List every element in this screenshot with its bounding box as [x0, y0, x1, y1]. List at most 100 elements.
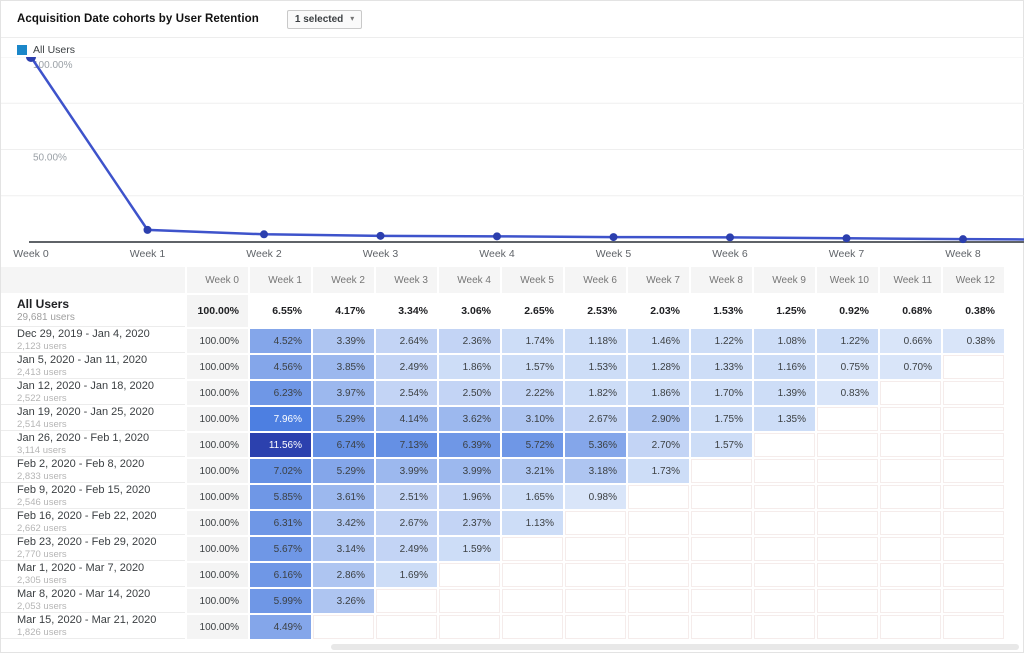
cohort-empty-cell: [691, 615, 752, 639]
cohort-value-cell: 3.26%: [313, 589, 374, 613]
cohort-empty-cell: [628, 537, 689, 561]
cohort-empty-cell: [691, 511, 752, 535]
cohort-empty-cell: [943, 433, 1004, 457]
cohort-date-range: Mar 8, 2020 - Mar 14, 2020: [17, 587, 151, 600]
cohort-empty-cell: [313, 615, 374, 639]
cohort-empty-cell: [565, 537, 626, 561]
cohort-row-label: Mar 15, 2020 - Mar 21, 2020 1,826 users: [1, 614, 185, 639]
cohort-week0-cell: 100.00%: [187, 615, 248, 639]
week-header: Week 5: [502, 267, 563, 293]
cohort-empty-cell: [565, 589, 626, 613]
cohort-empty-cell: [376, 615, 437, 639]
retention-line-chart: 100.00% 50.00% Week 0 Week 1 Week 2 Week 3 Wee…: [1, 57, 1024, 260]
data-point[interactable]: [376, 231, 385, 240]
cohort-value-cell: 0.66%: [880, 329, 941, 353]
cohort-user-count: 2,770 users: [17, 549, 67, 561]
cohort-user-count: 1,826 users: [17, 627, 67, 639]
cohort-value-cell: 6.31%: [250, 511, 311, 535]
cohort-empty-cell: [628, 485, 689, 509]
cohort-value-cell: 1.22%: [691, 329, 752, 353]
x-axis-tick-label: Week 7: [829, 248, 865, 260]
cohort-value-cell: 1.59%: [439, 537, 500, 561]
cohort-value-cell: 5.85%: [250, 485, 311, 509]
cohort-empty-cell: [565, 615, 626, 639]
cohort-empty-cell: [691, 563, 752, 587]
week-header: Week 2: [313, 267, 374, 293]
cohort-row-label: Feb 2, 2020 - Feb 8, 2020 2,833 users: [1, 457, 185, 483]
all-users-row-label: All Users 29,681 users: [1, 295, 185, 327]
page-title: Acquisition Date cohorts by User Retenti…: [17, 13, 259, 25]
y-axis-tick-label: 50.00%: [33, 153, 67, 164]
cohort-empty-cell: [943, 407, 1004, 431]
table-corner-cell: [1, 267, 185, 293]
cohort-empty-cell: [376, 589, 437, 613]
cohort-value-cell: 2.64%: [376, 329, 437, 353]
cohort-value-cell: 1.86%: [439, 355, 500, 379]
retention-line: [29, 57, 1024, 241]
cohort-empty-cell: [943, 589, 1004, 613]
week-header: Week 8: [691, 267, 752, 293]
data-point[interactable]: [26, 57, 36, 62]
data-point[interactable]: [959, 235, 967, 244]
week-header: Week 9: [754, 267, 815, 293]
all-users-value-cell: 100.00%: [187, 295, 248, 327]
data-point[interactable]: [260, 230, 268, 239]
cohort-empty-cell: [943, 459, 1004, 483]
cohort-date-range: Feb 9, 2020 - Feb 15, 2020: [17, 483, 151, 496]
horizontal-scrollbar[interactable]: [331, 644, 1019, 650]
cohort-date-range: Feb 2, 2020 - Feb 8, 2020: [17, 457, 145, 470]
cohort-empty-cell: [943, 563, 1004, 587]
cohort-row-label: Feb 9, 2020 - Feb 15, 2020 2,546 users: [1, 483, 185, 509]
cohort-value-cell: 6.23%: [250, 381, 311, 405]
cohort-empty-cell: [754, 511, 815, 535]
all-users-value-cell: 0.92%: [817, 295, 878, 327]
cohort-value-cell: 5.67%: [250, 537, 311, 561]
cohort-value-cell: 1.33%: [691, 355, 752, 379]
x-axis-tick-label: Week 2: [246, 248, 282, 260]
all-users-value-cell: 3.06%: [439, 295, 500, 327]
cohort-value-cell: 1.13%: [502, 511, 563, 535]
metric-selector-dropdown[interactable]: 1 selected ▾: [286, 9, 363, 29]
cohort-value-cell: 1.65%: [502, 485, 563, 509]
cohort-user-count: 2,305 users: [17, 575, 67, 587]
cohort-week0-cell: 100.00%: [187, 381, 248, 405]
cohort-value-cell: 3.62%: [439, 407, 500, 431]
cohort-value-cell: 2.54%: [376, 381, 437, 405]
cohort-empty-cell: [691, 485, 752, 509]
cohort-user-count: 2,833 users: [17, 471, 67, 483]
cohort-empty-cell: [754, 537, 815, 561]
cohort-value-cell: 2.50%: [439, 381, 500, 405]
x-axis-tick-label: Week 0: [13, 248, 49, 260]
all-users-value-cell: 0.38%: [943, 295, 1004, 327]
cohort-value-cell: 7.02%: [250, 459, 311, 483]
cohort-value-cell: 6.16%: [250, 563, 311, 587]
data-point[interactable]: [143, 225, 152, 234]
retention-chart-section: All Users 100.00% 50.00% Week 0 Week 1 Week …: [1, 38, 1024, 267]
cohort-empty-cell: [754, 563, 815, 587]
cohort-value-cell: 2.67%: [376, 511, 437, 535]
week-header: Week 10: [817, 267, 878, 293]
data-point[interactable]: [726, 233, 734, 242]
cohort-value-cell: 3.14%: [313, 537, 374, 561]
cohort-user-count: 2,662 users: [17, 523, 67, 535]
x-axis-tick-label: Week 3: [363, 248, 399, 260]
data-point[interactable]: [842, 234, 851, 243]
cohort-empty-cell: [502, 537, 563, 561]
cohort-value-cell: 1.69%: [376, 563, 437, 587]
data-point[interactable]: [493, 232, 501, 241]
cohort-value-cell: 4.56%: [250, 355, 311, 379]
cohort-empty-cell: [943, 615, 1004, 639]
cohort-empty-cell: [817, 433, 878, 457]
cohort-value-cell: 5.72%: [502, 433, 563, 457]
cohort-value-cell: 1.75%: [691, 407, 752, 431]
cohort-week0-cell: 100.00%: [187, 485, 248, 509]
cohort-row-label: Dec 29, 2019 - Jan 4, 2020 2,123 users: [1, 328, 185, 353]
data-point[interactable]: [609, 233, 618, 242]
cohort-value-cell: 2.70%: [628, 433, 689, 457]
cohort-user-count: 2,053 users: [17, 601, 67, 613]
cohort-value-cell: 6.39%: [439, 433, 500, 457]
cohort-value-cell: 5.99%: [250, 589, 311, 613]
cohort-empty-cell: [880, 407, 941, 431]
cohort-row-label: Feb 23, 2020 - Feb 29, 2020 2,770 users: [1, 536, 185, 561]
week-header: Week 3: [376, 267, 437, 293]
